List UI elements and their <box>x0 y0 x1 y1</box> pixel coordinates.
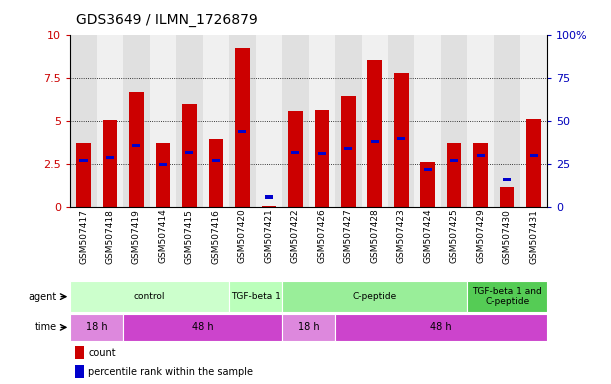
Bar <box>103 120 117 207</box>
Bar <box>229 281 282 312</box>
Bar <box>75 365 84 378</box>
Bar <box>397 137 405 140</box>
Bar <box>450 159 458 162</box>
Bar <box>394 73 409 207</box>
Bar <box>182 104 197 207</box>
Bar <box>203 35 229 207</box>
Bar <box>282 35 309 207</box>
Bar <box>341 96 356 207</box>
Bar <box>474 143 488 207</box>
Text: agent: agent <box>29 291 57 302</box>
Bar <box>282 281 467 312</box>
Text: C-peptide: C-peptide <box>353 292 397 301</box>
Bar <box>500 187 514 207</box>
Bar <box>467 281 547 312</box>
Bar <box>420 162 435 207</box>
Bar <box>70 35 97 207</box>
Bar <box>367 60 382 207</box>
Bar <box>212 159 220 162</box>
Bar <box>133 144 141 147</box>
Bar <box>176 35 203 207</box>
Bar <box>265 195 273 199</box>
Text: percentile rank within the sample: percentile rank within the sample <box>89 367 254 377</box>
Bar <box>288 111 302 207</box>
Bar <box>70 281 229 312</box>
Bar <box>76 143 91 207</box>
Text: time: time <box>35 322 57 333</box>
Bar <box>309 35 335 207</box>
Text: TGF-beta 1 and
C-peptide: TGF-beta 1 and C-peptide <box>472 287 542 306</box>
Text: 18 h: 18 h <box>86 322 108 333</box>
Bar <box>208 139 223 207</box>
Text: 48 h: 48 h <box>192 322 213 333</box>
Bar <box>467 35 494 207</box>
Bar <box>423 168 432 171</box>
Bar <box>477 154 485 157</box>
Bar <box>335 35 362 207</box>
Bar <box>318 152 326 156</box>
Bar <box>123 313 282 341</box>
Bar <box>315 110 329 207</box>
Bar <box>414 35 441 207</box>
Bar <box>229 35 255 207</box>
Bar <box>75 346 84 359</box>
Bar <box>441 35 467 207</box>
Bar <box>70 313 123 341</box>
Text: GDS3649 / ILMN_1726879: GDS3649 / ILMN_1726879 <box>76 13 258 27</box>
Bar <box>79 159 87 162</box>
Bar <box>235 48 250 207</box>
Text: count: count <box>89 348 116 358</box>
Bar <box>291 151 299 154</box>
Bar <box>526 119 541 207</box>
Bar <box>447 143 461 207</box>
Bar <box>371 140 379 143</box>
Text: 18 h: 18 h <box>298 322 320 333</box>
Bar <box>521 35 547 207</box>
Bar <box>530 154 538 157</box>
Bar <box>150 35 176 207</box>
Bar <box>335 313 547 341</box>
Bar <box>344 147 353 150</box>
Bar <box>129 93 144 207</box>
Bar <box>362 35 388 207</box>
Text: control: control <box>134 292 166 301</box>
Bar <box>282 313 335 341</box>
Bar <box>185 151 194 154</box>
Bar <box>388 35 414 207</box>
Bar <box>106 156 114 159</box>
Text: TGF-beta 1: TGF-beta 1 <box>231 292 280 301</box>
Bar <box>255 35 282 207</box>
Bar <box>123 35 150 207</box>
Bar <box>494 35 521 207</box>
Text: 48 h: 48 h <box>430 322 452 333</box>
Bar <box>156 142 170 207</box>
Bar <box>238 130 246 133</box>
Bar <box>262 206 276 207</box>
Bar <box>159 162 167 166</box>
Bar <box>503 178 511 181</box>
Bar <box>97 35 123 207</box>
